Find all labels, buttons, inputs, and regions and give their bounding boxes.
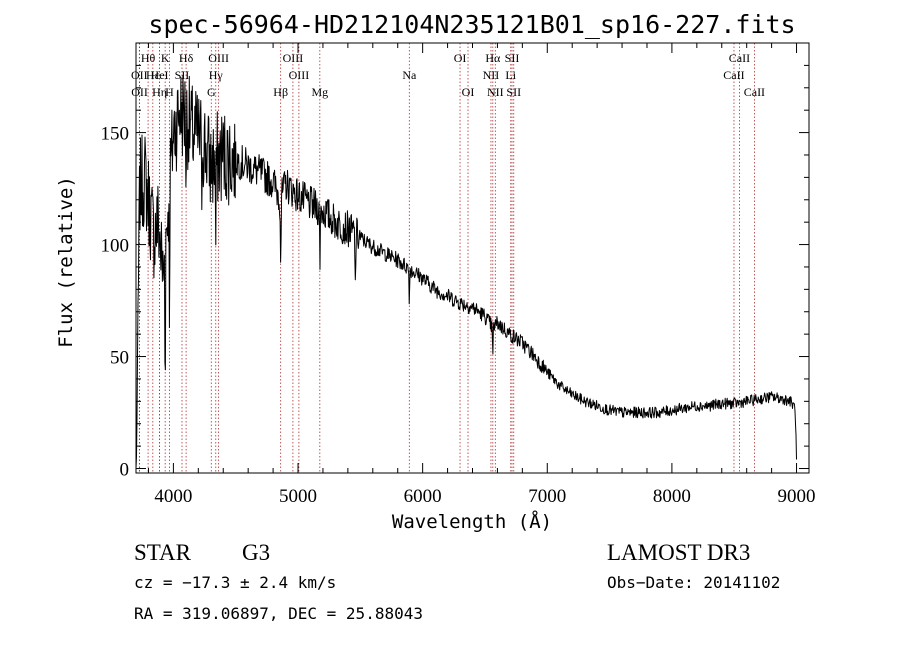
spectrum-line: [135, 75, 797, 469]
spectral-line-label: G: [207, 85, 216, 99]
spectral-line-label: Li: [505, 68, 516, 82]
x-tick-label: 7000: [528, 486, 566, 507]
y-axis-label: Flux (relative): [55, 176, 77, 348]
spectral-line-label: Hγ: [209, 68, 224, 82]
spectral-line-label: CaII: [744, 85, 765, 99]
spectral-line-label: Hη: [152, 85, 167, 99]
spectral-line-label: HeI: [151, 68, 169, 82]
y-tick-label: 50: [110, 348, 129, 369]
chart-title: spec-56964-HD212104N235121B01_sp16-227.f…: [148, 10, 795, 39]
x-axis-ticks: 4000 5000 6000 7000 8000 9000: [147, 43, 816, 507]
y-tick-label: 100: [101, 236, 130, 257]
observation-date: Obs−Date: 20141102: [607, 573, 780, 592]
y-axis-ticks: 0 50 100 150: [101, 64, 809, 481]
spectral-line-label: OIII: [289, 68, 310, 82]
spectral-line-label: OII: [131, 68, 148, 82]
x-axis-label: Wavelength (Å): [392, 510, 552, 533]
object-subclass: G3: [242, 540, 270, 565]
spectral-line-label: SII: [175, 68, 190, 82]
spectral-line-label: K: [161, 51, 170, 65]
x-tick-label: 9000: [778, 486, 816, 507]
spectral-line-label: CaII: [723, 68, 744, 82]
spectral-line-label: OII: [131, 85, 148, 99]
spectral-line-label: NII: [487, 85, 504, 99]
x-tick-label: 6000: [404, 486, 442, 507]
spectral-line-label: SII: [506, 85, 521, 99]
spectral-line-label: Hδ: [179, 51, 194, 65]
y-tick-label: 0: [120, 460, 130, 481]
coordinates-readout: RA = 319.06897, DEC = 25.88043: [134, 604, 423, 623]
spectral-line-label: Hβ: [273, 85, 288, 99]
x-tick-label: 5000: [279, 486, 317, 507]
y-tick-label: 150: [101, 124, 130, 145]
plot-frame: [135, 42, 810, 474]
spectral-line-label: OIII: [283, 51, 304, 65]
spectral-line-label: NII: [483, 68, 500, 82]
object-class: STAR: [134, 540, 192, 565]
redshift-readout: cz = −17.3 ± 2.4 km/s: [134, 573, 336, 592]
spectral-line-label: OI: [454, 51, 467, 65]
spectral-line-markers: [138, 43, 755, 473]
spectral-line-label: Hε: [146, 68, 160, 82]
survey-name: LAMOST DR3: [607, 540, 750, 565]
spectral-line-label: SII: [505, 51, 520, 65]
spectral-line-label: Na: [402, 68, 417, 82]
spectral-line-label: Hθ: [141, 51, 156, 65]
spectral-line-label: OIII: [208, 51, 229, 65]
spectral-line-label: OI: [462, 85, 475, 99]
spectral-line-label: CaII: [729, 51, 750, 65]
spectral-line-label: H: [165, 85, 174, 99]
spectral-line-label: Hα: [485, 51, 501, 65]
x-tick-label: 4000: [154, 486, 192, 507]
x-tick-label: 8000: [653, 486, 691, 507]
spectral-line-label: Mg: [311, 85, 328, 99]
